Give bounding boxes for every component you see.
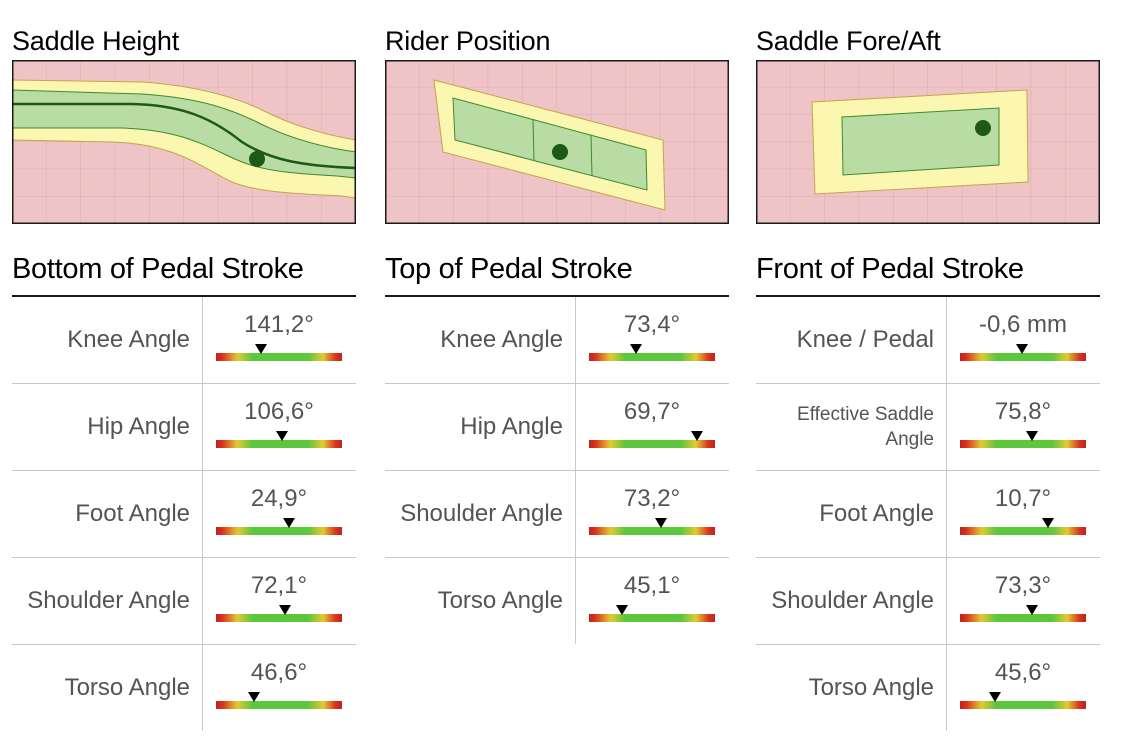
metric-label: Torso Angle [437, 587, 563, 614]
gauge-marker-icon [654, 518, 667, 528]
current-position-dot [552, 144, 568, 160]
table-row: Knee Angle 73,4° [385, 297, 729, 384]
current-position-dot [975, 120, 991, 136]
saddle-fore-aft-plot[interactable] [756, 60, 1100, 224]
range-gauge [216, 605, 342, 622]
metric-label: Torso Angle [808, 674, 934, 701]
metric-label: Hip Angle [87, 413, 190, 440]
gauge-marker-icon [255, 344, 268, 354]
metric-label: Foot Angle [819, 500, 934, 527]
metric-value: 141,2° [244, 311, 314, 338]
gauge-marker-icon [1025, 605, 1038, 615]
bottom-of-pedal-stroke-title: Bottom of Pedal Stroke [12, 253, 304, 285]
range-gauge [216, 344, 342, 361]
range-gauge [216, 518, 342, 535]
optimal-zone [452, 97, 648, 191]
gauge-marker-icon [629, 344, 642, 354]
metric-label: Knee / Pedal [796, 326, 934, 353]
gauge-marker-icon [1042, 518, 1055, 528]
zone-divider [532, 118, 535, 162]
front-of-pedal-stroke-title: Front of Pedal Stroke [756, 253, 1024, 285]
bottom-of-pedal-stroke-table: Knee Angle 141,2° Hip Angle 106,6° Foot … [12, 297, 356, 731]
range-gauge [589, 431, 715, 448]
zone-divider [590, 134, 593, 177]
metric-value: 75,8° [994, 398, 1052, 425]
metric-label: Hip Angle [460, 413, 563, 440]
current-position-dot [249, 151, 265, 167]
saddle-fore-aft-title: Saddle Fore/Aft [756, 26, 941, 56]
metric-label: Shoulder Angle [27, 587, 190, 614]
metric-value: 106,6° [244, 398, 314, 425]
front-of-pedal-stroke-table: Knee / Pedal -0,6 mm Effective Saddle An… [756, 297, 1100, 731]
range-gauge [589, 518, 715, 535]
metric-value: 45,1° [623, 572, 681, 599]
metric-value: 72,1° [250, 572, 308, 599]
metric-label: Foot Angle [75, 500, 190, 527]
metric-label: Effective Saddle Angle [797, 404, 934, 450]
table-row: Shoulder Angle 73,2° [385, 471, 729, 558]
table-row: Torso Angle 45,1° [385, 558, 729, 644]
table-row: Knee Angle 141,2° [12, 297, 356, 384]
table-row: Shoulder Angle 72,1° [12, 558, 356, 645]
range-gauge [960, 431, 1086, 448]
metric-value: -0,6 mm [978, 311, 1067, 338]
metric-value: 73,3° [994, 572, 1052, 599]
table-row: Knee / Pedal -0,6 mm [756, 297, 1100, 384]
range-gauge [216, 692, 342, 709]
rider-position-title: Rider Position [385, 26, 551, 56]
rider-position-plot[interactable] [385, 60, 729, 224]
top-of-pedal-stroke-title: Top of Pedal Stroke [385, 253, 633, 285]
gauge-marker-icon [279, 605, 292, 615]
table-row: Shoulder Angle 73,3° [756, 558, 1100, 645]
table-row: Effective Saddle Angle 75,8° [756, 384, 1100, 471]
metric-label: Shoulder Angle [771, 587, 934, 614]
metric-label: Torso Angle [64, 674, 190, 701]
section-divider [756, 295, 1100, 297]
saddle-height-title: Saddle Height [12, 26, 180, 56]
metric-value: 73,2° [623, 485, 681, 512]
gauge-marker-icon [275, 431, 288, 441]
top-of-pedal-stroke-table: Knee Angle 73,4° Hip Angle 69,7° Shoulde… [385, 297, 729, 644]
gauge-marker-icon [283, 518, 296, 528]
gauge-marker-icon [615, 605, 628, 615]
section-divider [385, 295, 729, 297]
range-gauge [960, 692, 1086, 709]
metric-label: Knee Angle [67, 326, 190, 353]
metric-label: Knee Angle [440, 326, 563, 353]
range-gauge [960, 605, 1086, 622]
metric-value: 24,9° [250, 485, 308, 512]
table-row: Foot Angle 10,7° [756, 471, 1100, 558]
gauge-marker-icon [1025, 431, 1038, 441]
section-divider [12, 295, 356, 297]
metric-value: 46,6° [250, 659, 308, 686]
gauge-marker-icon [247, 692, 260, 702]
range-gauge [589, 344, 715, 361]
gauge-marker-icon [691, 431, 704, 441]
table-row: Hip Angle 69,7° [385, 384, 729, 471]
metric-value: 10,7° [994, 485, 1052, 512]
metric-value: 73,4° [623, 311, 681, 338]
range-gauge [589, 605, 715, 622]
range-gauge [216, 431, 342, 448]
saddle-height-plot[interactable] [12, 60, 356, 224]
range-gauge [960, 344, 1086, 361]
table-row: Foot Angle 24,9° [12, 471, 356, 558]
range-gauge [960, 518, 1086, 535]
trend-curve [12, 102, 356, 170]
metric-value: 69,7° [623, 398, 681, 425]
table-row: Torso Angle 45,6° [756, 645, 1100, 731]
metric-label: Shoulder Angle [400, 500, 563, 527]
gauge-marker-icon [1015, 344, 1028, 354]
metric-value: 45,6° [994, 659, 1052, 686]
gauge-marker-icon [989, 692, 1002, 702]
table-row: Torso Angle 46,6° [12, 645, 356, 731]
optimal-zone [841, 107, 1000, 176]
table-row: Hip Angle 106,6° [12, 384, 356, 471]
